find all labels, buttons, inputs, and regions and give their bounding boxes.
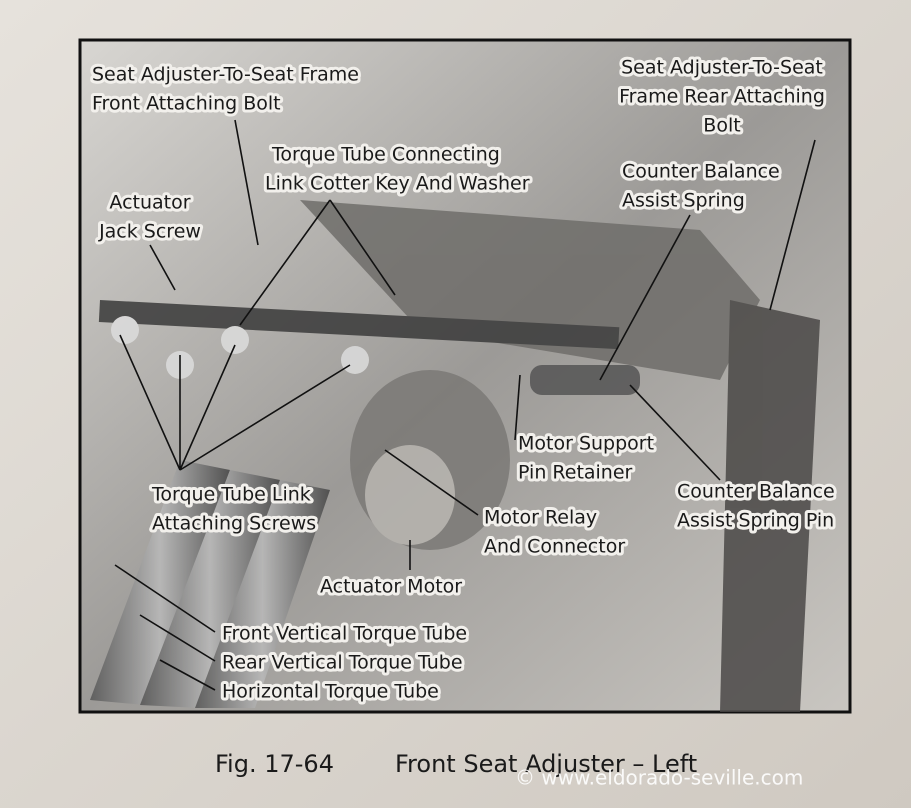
part-label: Seat Adjuster-To-Seat: [621, 57, 823, 79]
part-label: Torque Tube Link: [151, 484, 311, 506]
part-label: Actuator: [109, 192, 190, 214]
part-label: Seat Adjuster-To-Seat Frame: [92, 64, 359, 86]
part-label: And Connector: [484, 536, 625, 558]
part-label: Front Attaching Bolt: [92, 93, 281, 115]
part-label: Counter Balance: [622, 161, 780, 183]
part-label: Counter Balance: [677, 481, 835, 503]
part-label: Motor Relay: [484, 507, 597, 529]
part-label: Pin Retainer: [518, 462, 633, 484]
part-label: Motor Support: [518, 433, 654, 455]
caption-number: Fig. 17-64: [215, 750, 334, 778]
part-label: Front Vertical Torque Tube: [222, 623, 467, 645]
part-label: Assist Spring Pin: [677, 510, 834, 532]
part-label: Rear Vertical Torque Tube: [222, 652, 463, 674]
part-label: Jack Screw: [98, 221, 201, 243]
part-label: Bolt: [703, 115, 740, 137]
leader-lines: [114, 119, 816, 691]
part-label: Actuator Motor: [320, 576, 462, 598]
mechanism-illustration: [90, 200, 820, 712]
part-label: Frame Rear Attaching: [619, 86, 825, 108]
caption-title: Front Seat Adjuster – Left: [395, 750, 697, 778]
part-label: Torque Tube Connecting: [271, 144, 500, 166]
part-label: Attaching Screws: [152, 513, 316, 535]
watermark: © www.eldorado-seville.com: [515, 766, 803, 790]
part-label: Link Cotter Key And Washer: [265, 173, 530, 195]
labels: Seat Adjuster-To-Seat Frame Front Attachi…: [89, 54, 838, 706]
part-label: Assist Spring: [622, 190, 745, 212]
part-label: Horizontal Torque Tube: [222, 681, 439, 703]
